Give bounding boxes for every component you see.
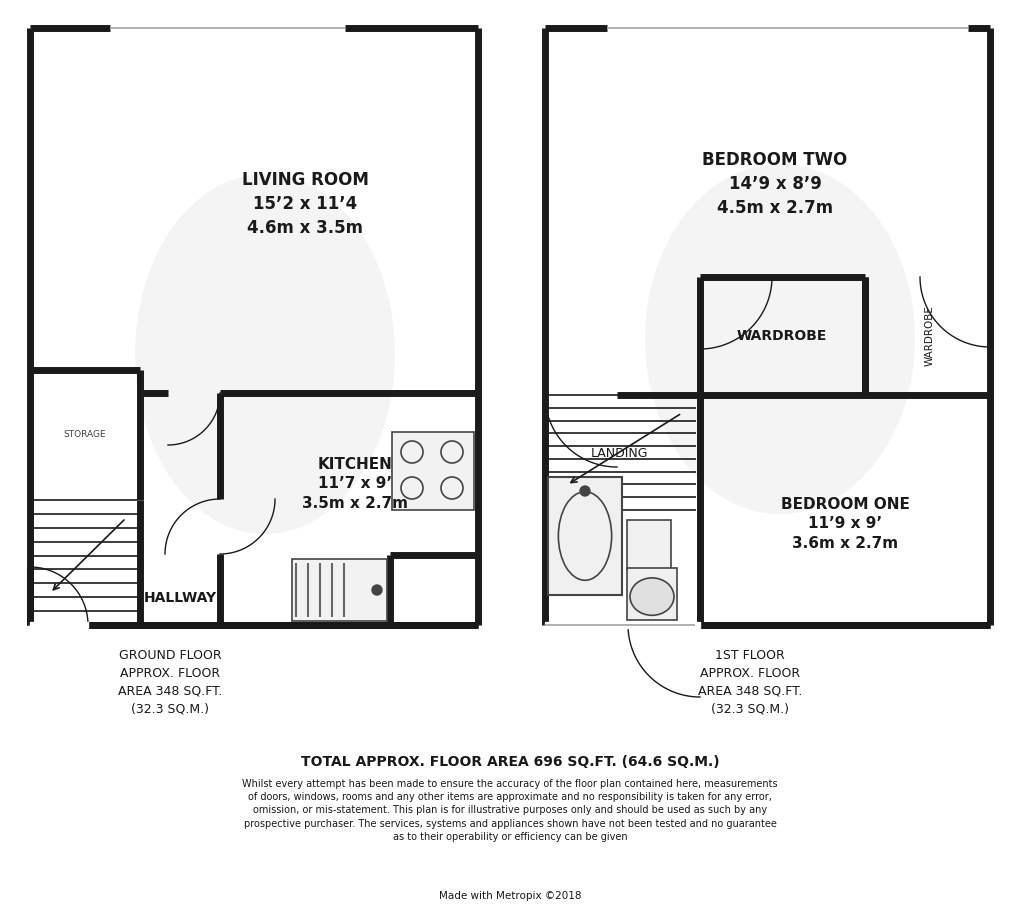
Text: 1ST FLOOR
APPROX. FLOOR
AREA 348 SQ.FT.
(32.3 SQ.M.): 1ST FLOOR APPROX. FLOOR AREA 348 SQ.FT. … xyxy=(697,649,801,716)
Text: LANDING: LANDING xyxy=(591,448,648,461)
Text: Whilst every attempt has been made to ensure the accuracy of the floor plan cont: Whilst every attempt has been made to en… xyxy=(242,779,777,842)
Bar xyxy=(291,559,386,621)
Text: HALLWAY: HALLWAY xyxy=(144,591,216,605)
Polygon shape xyxy=(30,622,88,628)
Text: STORAGE: STORAGE xyxy=(63,430,106,440)
Circle shape xyxy=(372,585,382,595)
Text: BEDROOM ONE
11’9 x 9’
3.6m x 2.7m: BEDROOM ONE 11’9 x 9’ 3.6m x 2.7m xyxy=(780,496,909,551)
Text: WARDROBE: WARDROBE xyxy=(924,305,934,367)
Circle shape xyxy=(580,486,589,496)
Text: GROUND FLOOR
APPROX. FLOOR
AREA 348 SQ.FT.
(32.3 SQ.M.): GROUND FLOOR APPROX. FLOOR AREA 348 SQ.F… xyxy=(118,649,222,716)
Polygon shape xyxy=(544,28,989,625)
Text: WARDROBE: WARDROBE xyxy=(736,329,826,343)
Text: LIVING ROOM
15’2 x 11’4
4.6m x 3.5m: LIVING ROOM 15’2 x 11’4 4.6m x 3.5m xyxy=(242,172,368,237)
Text: Made with Metropix ©2018: Made with Metropix ©2018 xyxy=(438,891,581,901)
Bar xyxy=(627,568,677,620)
Ellipse shape xyxy=(644,164,914,514)
Text: BEDROOM TWO
14’9 x 8’9
4.5m x 2.7m: BEDROOM TWO 14’9 x 8’9 4.5m x 2.7m xyxy=(702,152,847,217)
Bar xyxy=(627,520,671,570)
Ellipse shape xyxy=(630,578,674,615)
Bar xyxy=(547,477,622,595)
Ellipse shape xyxy=(135,174,394,534)
Bar xyxy=(391,432,474,510)
Text: TOTAL APPROX. FLOOR AREA 696 SQ.FT. (64.6 SQ.M.): TOTAL APPROX. FLOOR AREA 696 SQ.FT. (64.… xyxy=(301,755,718,769)
Polygon shape xyxy=(30,28,478,625)
Text: KITCHEN
11’7 x 9’
3.5m x 2.7m: KITCHEN 11’7 x 9’ 3.5m x 2.7m xyxy=(302,457,408,511)
Polygon shape xyxy=(544,622,699,628)
